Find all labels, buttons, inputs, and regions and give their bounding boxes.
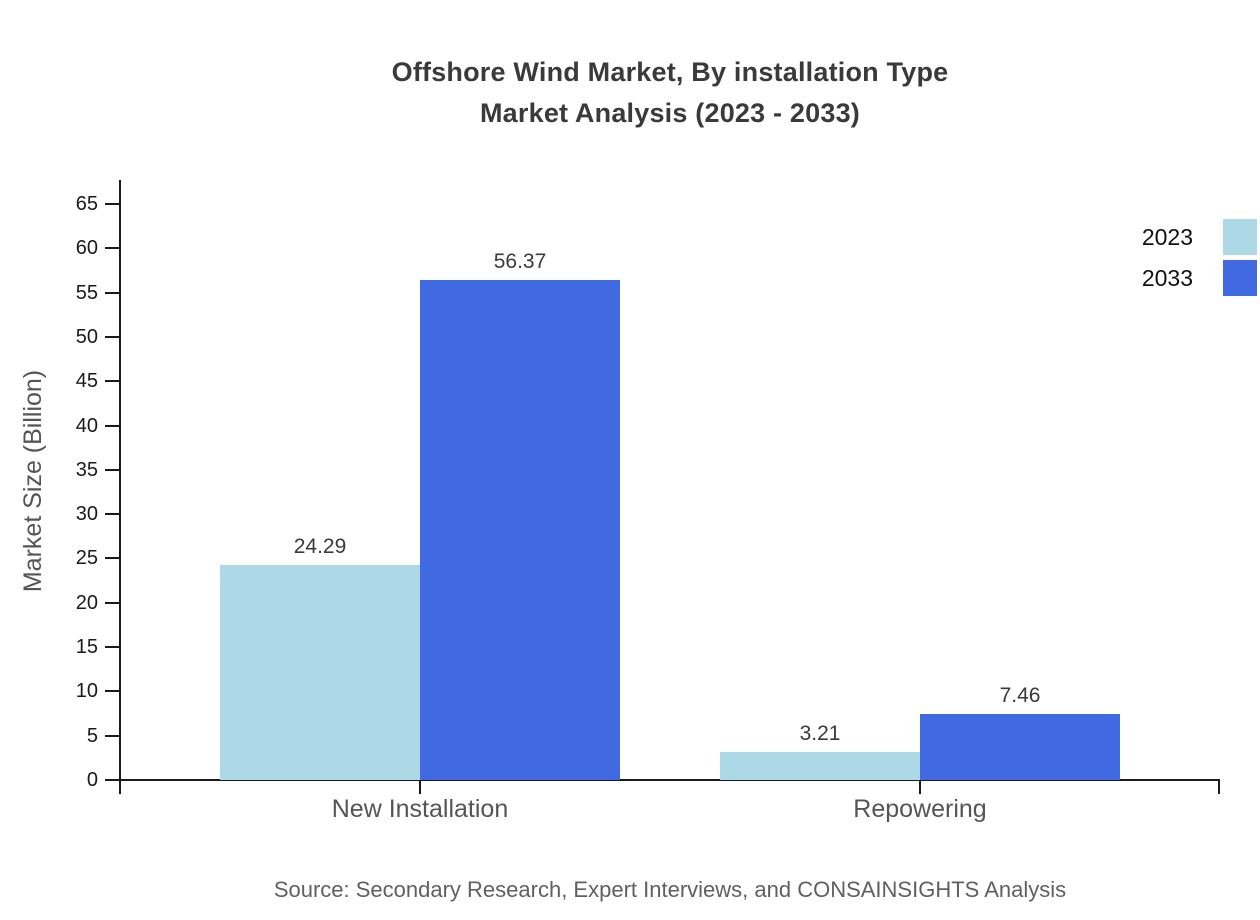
chart-title-line2: Market Analysis (2023 - 2033)	[479, 98, 860, 128]
legend-swatch-2033	[1223, 260, 1257, 296]
bar-2033-repowering	[920, 713, 1120, 780]
x-tick	[919, 780, 921, 794]
y-tick	[105, 468, 120, 471]
source-note: Source: Secondary Research, Expert Inter…	[273, 877, 1067, 902]
x-tick	[419, 780, 421, 794]
y-tick-label: 45	[75, 370, 98, 393]
y-tick-label: 60	[75, 237, 98, 260]
legend-swatch-2023	[1223, 219, 1257, 255]
bar-2023-new-installation	[220, 564, 420, 780]
x-tick-end	[1218, 780, 1220, 794]
x-axis-line	[105, 779, 1220, 781]
y-tick	[105, 646, 120, 649]
y-tick-label: 5	[86, 724, 98, 747]
bar-value-label: 56.37	[493, 250, 547, 274]
y-tick	[105, 734, 120, 737]
y-tick	[105, 513, 120, 516]
y-tick	[105, 690, 120, 693]
y-tick-label: 40	[75, 414, 98, 437]
y-tick-label: 0	[86, 769, 98, 791]
bar-2023-repowering	[720, 751, 920, 780]
chart-title-line1: Offshore Wind Market, By installation Ty…	[391, 57, 949, 87]
y-tick	[105, 424, 120, 427]
y-tick	[105, 247, 120, 250]
category-label: New Installation	[331, 795, 509, 823]
y-tick	[105, 601, 120, 604]
legend-label-2033: 2033	[1141, 265, 1193, 291]
bar-value-label: 3.21	[799, 721, 841, 745]
y-tick-label: 30	[75, 503, 98, 526]
legend-label-2023: 2023	[1141, 224, 1193, 250]
y-tick-label: 10	[75, 680, 98, 703]
y-tick-label: 25	[75, 547, 98, 570]
y-tick	[105, 335, 120, 338]
y-tick	[105, 557, 120, 560]
y-tick	[105, 380, 120, 383]
y-tick-label: 55	[75, 281, 98, 304]
bar-value-label: 7.46	[999, 683, 1041, 707]
y-tick-label: 35	[75, 458, 98, 481]
y-tick	[105, 203, 120, 205]
y-tick	[105, 291, 120, 294]
bar-2033-new-installation	[420, 280, 620, 780]
chart-title: Offshore Wind Market, By installation Ty…	[120, 52, 1220, 134]
category-label: Repowering	[853, 795, 987, 823]
y-tick-label: 65	[75, 193, 98, 215]
y-tick-label: 20	[75, 591, 98, 614]
y-tick-label: 50	[75, 325, 98, 348]
y-axis-spine	[119, 180, 121, 794]
y-tick	[105, 779, 120, 781]
y-tick-label: 15	[75, 636, 98, 659]
bar-value-label: 24.29	[293, 534, 347, 558]
